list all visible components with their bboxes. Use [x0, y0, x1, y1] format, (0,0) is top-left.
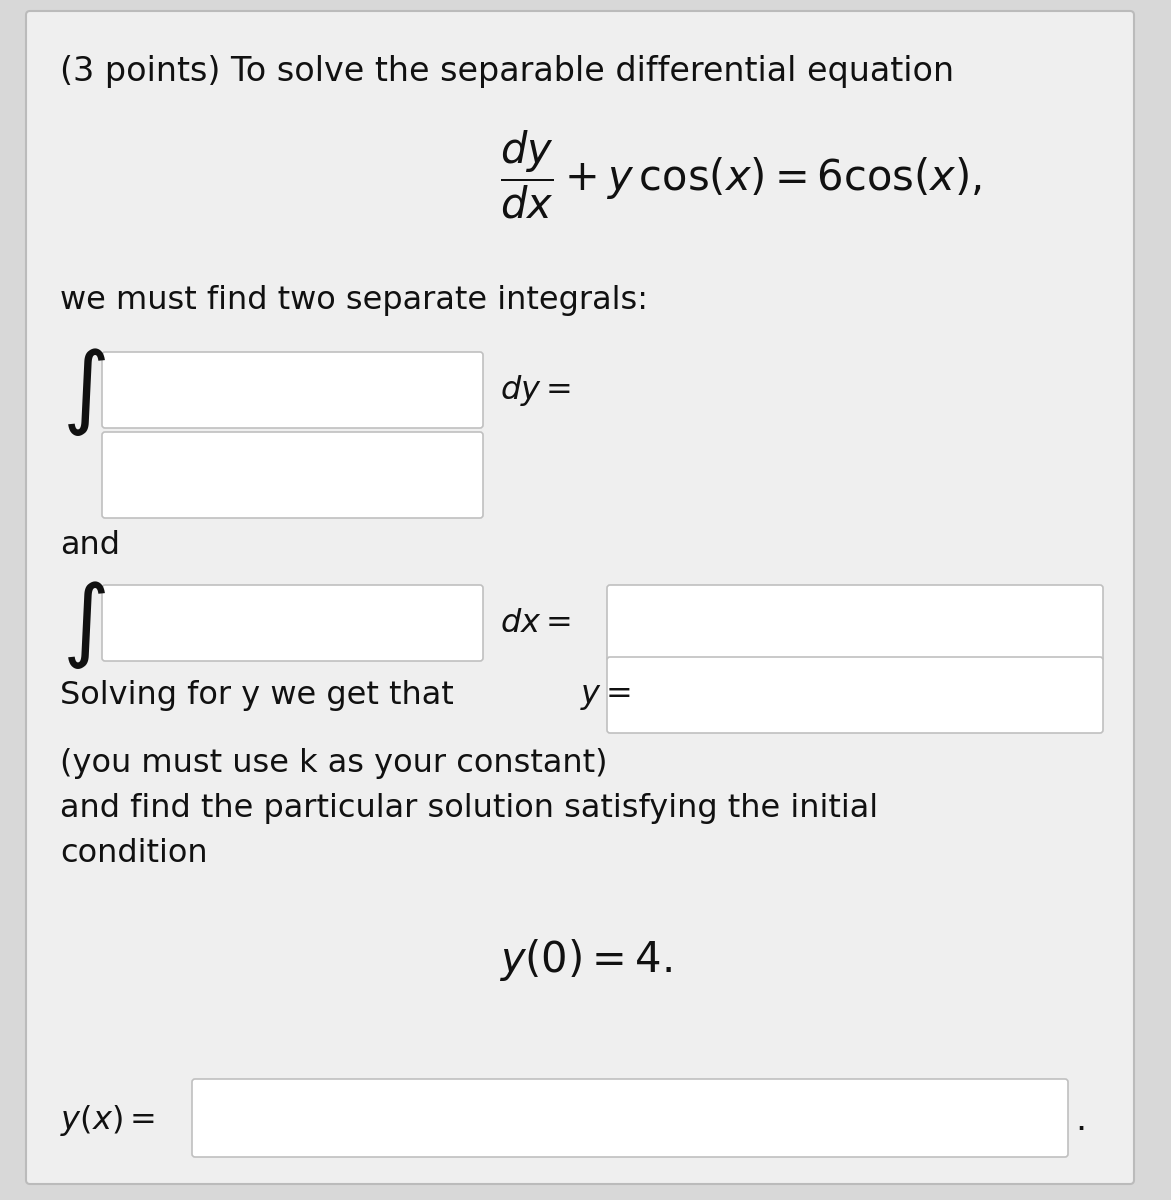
Text: $dx =$: $dx =$ — [500, 607, 570, 638]
FancyBboxPatch shape — [102, 432, 482, 518]
Text: $y(0) = 4.$: $y(0) = 4.$ — [499, 937, 671, 983]
Text: we must find two separate integrals:: we must find two separate integrals: — [60, 284, 648, 316]
Text: Solving for y we get that: Solving for y we get that — [60, 680, 464, 710]
FancyBboxPatch shape — [192, 1079, 1068, 1157]
FancyBboxPatch shape — [26, 11, 1134, 1184]
FancyBboxPatch shape — [607, 584, 1103, 661]
FancyBboxPatch shape — [102, 584, 482, 661]
Text: $y =$: $y =$ — [580, 682, 631, 713]
FancyBboxPatch shape — [102, 352, 482, 428]
Text: $\dfrac{dy}{dx} + y\,\cos(x) = 6\cos(x),$: $\dfrac{dy}{dx} + y\,\cos(x) = 6\cos(x),… — [500, 128, 981, 221]
Text: and find the particular solution satisfying the initial: and find the particular solution satisfy… — [60, 793, 878, 824]
Text: and: and — [60, 530, 119, 560]
Text: $\int$: $\int$ — [62, 346, 105, 438]
Text: .: . — [1075, 1103, 1087, 1138]
Text: (you must use k as your constant): (you must use k as your constant) — [60, 748, 608, 779]
Text: $dy =$: $dy =$ — [500, 372, 570, 408]
FancyBboxPatch shape — [607, 658, 1103, 733]
Text: $\int$: $\int$ — [62, 578, 105, 671]
Text: $y(x) =$: $y(x) =$ — [60, 1103, 156, 1138]
Text: (3 points) To solve the separable differential equation: (3 points) To solve the separable differ… — [60, 55, 954, 88]
Text: condition: condition — [60, 838, 207, 869]
